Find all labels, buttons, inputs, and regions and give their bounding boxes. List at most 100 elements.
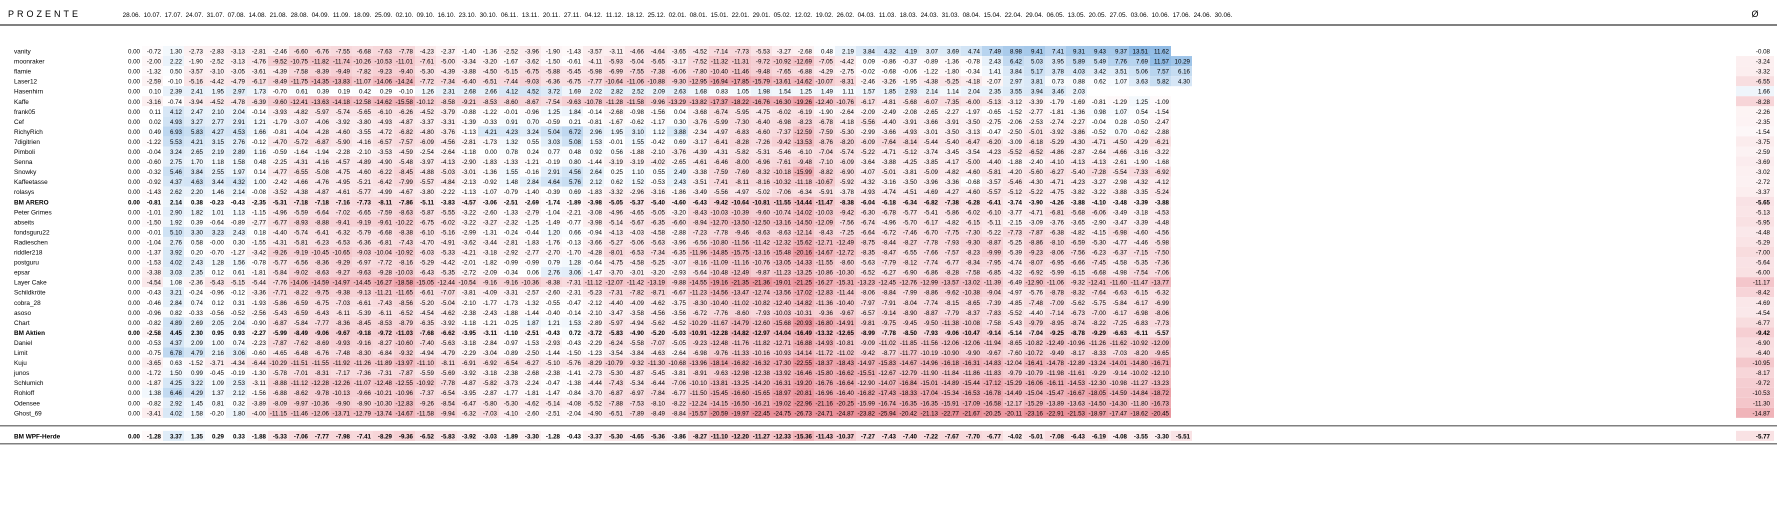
- heat-cell: [520, 307, 541, 318]
- cell-value: -7.15: [1134, 250, 1149, 257]
- heat-cell: [226, 287, 247, 298]
- heat-cell: [1024, 247, 1045, 258]
- heat-cell: [457, 397, 478, 408]
- cell-value: -7.77: [588, 79, 603, 86]
- heat-cell: [520, 96, 541, 107]
- heat-cell: [331, 226, 352, 237]
- heat-cell: [478, 66, 499, 77]
- heat-cell: [940, 136, 961, 147]
- cell-value: -9.26: [273, 250, 288, 257]
- heat-cell: [583, 357, 604, 368]
- heat-cell: [919, 226, 940, 237]
- heat-cell: [793, 76, 814, 87]
- cell-value: -17.09: [962, 400, 980, 407]
- cell-value: -2.47: [1155, 119, 1170, 126]
- cell-value: -0.99: [504, 260, 519, 267]
- cell-value: -0.92: [147, 179, 162, 186]
- cell-value: -3.11: [609, 49, 623, 56]
- cell-value: -4.32: [1134, 179, 1149, 186]
- avg-value: -6.55: [1756, 79, 1771, 86]
- cell-value: -6.98: [777, 119, 792, 126]
- cell-value: -9.60: [273, 99, 288, 106]
- cell-value: -4.52: [210, 99, 225, 106]
- cell-value: -2.01: [462, 260, 477, 267]
- cell-value: -0.81: [1092, 99, 1107, 106]
- heat-cell: [940, 277, 961, 288]
- cell-value: -0.43: [567, 433, 582, 440]
- cell-value: -6.68: [357, 49, 372, 56]
- cell-value: -3.74: [924, 149, 939, 156]
- cell-value: -8.60: [504, 99, 519, 106]
- heat-cell: [604, 307, 625, 318]
- cell-value: -8.22: [1092, 320, 1107, 327]
- row-label: postguru: [14, 260, 39, 267]
- cell-value: -8.86: [1029, 239, 1044, 246]
- cell-value: 4.03: [1073, 69, 1086, 76]
- cell-value: 0.99: [191, 370, 204, 377]
- cell-value: -4.78: [231, 99, 246, 106]
- cell-value: -8.31: [315, 370, 330, 377]
- cell-value: -14.84: [1130, 390, 1148, 397]
- cell-value: -4.29: [1134, 139, 1149, 146]
- cell-value: -1.90: [546, 49, 561, 56]
- cell-value: 0.88: [1073, 79, 1086, 86]
- heat-cell: [1066, 377, 1087, 388]
- heat-cell: [352, 46, 373, 57]
- heat-cell: [772, 146, 793, 157]
- heat-cell: [1108, 176, 1129, 187]
- heat-cell: [940, 247, 961, 258]
- heat-cell: [688, 96, 709, 107]
- cell-value: -2.79: [525, 209, 540, 216]
- heat-cell: [1003, 327, 1024, 338]
- heat-cell: [1150, 96, 1171, 107]
- heat-cell: [667, 176, 688, 187]
- cell-value: -1.25: [525, 219, 540, 226]
- heat-cell: [352, 247, 373, 258]
- heat-cell: [415, 176, 436, 187]
- heat-cell: [1066, 357, 1087, 368]
- cell-value: -6.81: [378, 239, 393, 246]
- cell-value: -7.07: [441, 290, 456, 297]
- cell-value: -5.29: [1050, 139, 1065, 146]
- cell-value: -15.83: [878, 360, 896, 367]
- heat-cell: [373, 257, 394, 268]
- cell-value: -16.49: [794, 330, 812, 337]
- cell-value: -3.77: [1008, 209, 1023, 216]
- heat-cell: [331, 337, 352, 348]
- cell-value: -6.54: [504, 360, 519, 367]
- heat-cell: [1108, 247, 1129, 258]
- cell-value: -10.18: [773, 169, 791, 176]
- cell-value: 0.00: [128, 209, 141, 216]
- heat-cell: [289, 46, 310, 57]
- cell-value: -7.06: [777, 189, 792, 196]
- row-label: rolasys: [14, 189, 34, 196]
- heat-cell: [814, 156, 835, 167]
- heat-cell: [646, 66, 667, 77]
- heat-cell: [583, 257, 604, 268]
- cell-value: -11.75: [291, 79, 309, 86]
- heat-cell: [247, 136, 268, 147]
- cell-value: -1.33: [504, 209, 519, 216]
- cell-value: 0.00: [128, 340, 141, 347]
- cell-value: -5.57: [1155, 330, 1170, 337]
- cell-value: -2.37: [441, 49, 456, 56]
- heat-cell: [751, 146, 772, 157]
- heat-cell: [289, 377, 310, 388]
- heat-cell: [730, 430, 751, 441]
- cell-value: -6.64: [861, 229, 876, 236]
- heat-cell: [919, 116, 940, 127]
- heat-cell: [856, 387, 877, 398]
- cell-value: -3.13: [231, 59, 246, 66]
- heat-cell: [835, 206, 856, 217]
- cell-value: -2.32: [504, 219, 519, 226]
- heat-cell: [751, 126, 772, 137]
- cell-value: -9.36: [819, 310, 834, 317]
- heat-cell: [394, 327, 415, 338]
- cell-value: -4.10: [504, 410, 519, 417]
- heat-cell: [856, 156, 877, 167]
- cell-value: -0.78: [252, 260, 267, 267]
- heat-cell: [583, 76, 604, 87]
- heat-cell: [1045, 186, 1066, 197]
- column-header: 13.05.: [1068, 12, 1086, 19]
- cell-value: -14.06: [290, 280, 308, 287]
